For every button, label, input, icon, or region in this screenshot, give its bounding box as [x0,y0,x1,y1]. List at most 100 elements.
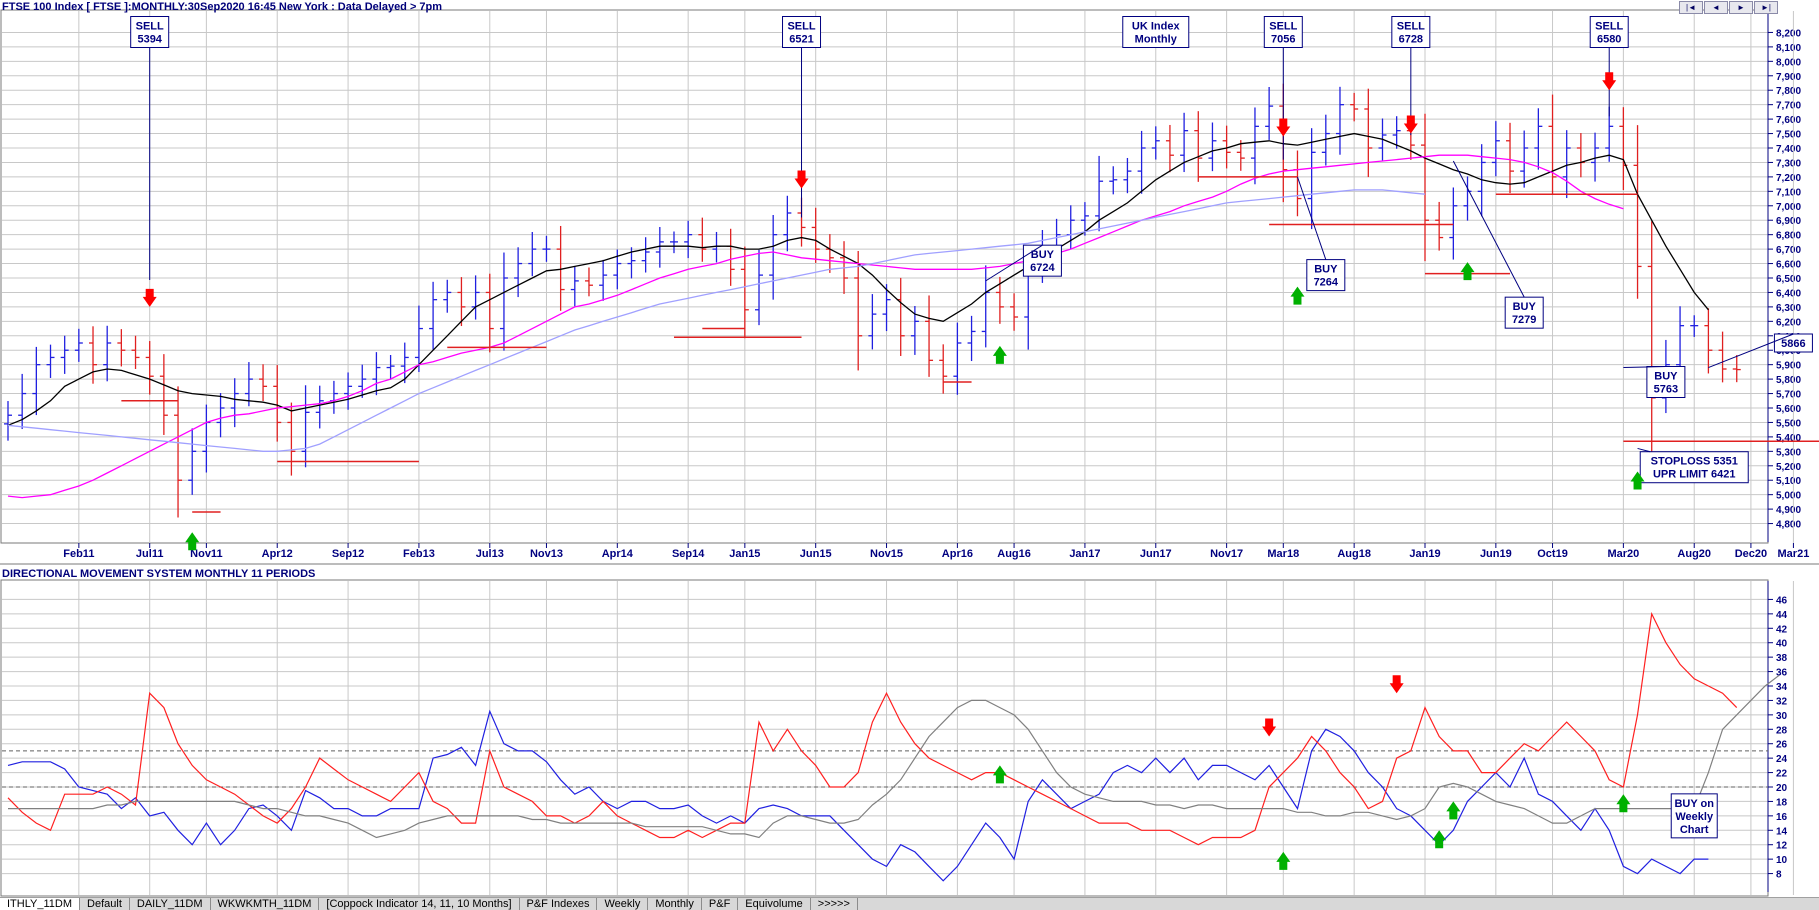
price-y-tick-label: 6,600 [1776,260,1801,271]
weekly-buy-note-box-text: Chart [1680,824,1709,836]
price-x-tick-label: Aug20 [1677,548,1711,560]
buy-arrow [992,345,1007,364]
price-x-tick-label: Oct19 [1537,548,1568,560]
price-y-tick-label: 6,300 [1776,303,1801,314]
buy-connector [1623,366,1666,369]
indicator-y-tick-label: 44 [1776,610,1788,621]
price-x-tick-label: Mar18 [1267,548,1299,560]
price-y-tick-label: 7,900 [1776,72,1801,83]
buy-connector [1708,333,1794,369]
indicator-y-tick-label: 38 [1776,653,1788,664]
price-x-tick-label: Aug18 [1337,548,1371,560]
dmi-line-adx [8,674,1780,839]
indicator-y-tick-label: 36 [1776,668,1788,679]
buy-connector [1452,160,1525,298]
buy-box [1306,259,1346,292]
moving-average-mid [7,154,1624,499]
moving-average-long [7,189,1426,452]
price-y-tick-label: 6,200 [1776,317,1801,328]
price-y-tick-label: 8,000 [1776,57,1801,68]
tab-monthly-11dm[interactable]: ITHLY_11DM [0,898,81,910]
dmi-line-minus_di [7,611,1738,846]
price-y-tick-label: 5,400 [1776,433,1801,444]
tab-wkwkmth-11dm[interactable]: WKWKMTH_11DM [211,898,320,910]
price-y-tick-label: 7,200 [1776,173,1801,184]
price-y-tick-label: 5,800 [1776,375,1801,386]
tab-monthly[interactable]: Monthly [648,898,702,910]
sell-box [1263,16,1303,48]
stoploss-box [1639,451,1749,484]
indicator-buy-arrow [1446,801,1461,820]
sell-box-text: 6728 [1399,34,1423,46]
sell-arrow [794,170,809,189]
tab-pf-indexes[interactable]: P&F Indexes [520,898,598,910]
buy-box-text: 7264 [1314,277,1339,289]
indicator-buy-arrow [1276,851,1291,870]
buy-arrow [185,532,200,551]
stoploss-connector [1637,447,1651,453]
price-y-tick-label: 7,000 [1776,202,1801,213]
tab-daily-11dm[interactable]: DAILY_11DM [130,898,211,910]
buy-box-text: BUY [1654,371,1678,383]
sell-arrow [1276,118,1291,137]
price-x-tick-label: Jan15 [729,548,760,560]
price-y-tick-label: 6,700 [1776,245,1801,256]
indicator-buy-arrow [1432,830,1447,849]
first-page-button[interactable]: |◄ [1679,1,1703,14]
dmi-line-plus_di [7,709,1709,882]
price-y-tick-label: 4,800 [1776,520,1801,531]
sell-box [1589,16,1629,48]
buy-box-text: 5763 [1654,384,1678,396]
indicator-y-tick-label: 24 [1776,754,1788,765]
indicator-sell-arrow [1262,718,1277,737]
price-y-tick-label: 7,400 [1776,144,1801,155]
price-x-tick-label: Jun17 [1140,548,1172,560]
price-x-tick-label: Jun15 [800,548,832,560]
price-x-tick-label: Sep12 [332,548,364,560]
buy-arrow [1630,471,1645,490]
price-x-tick-label: Jan17 [1069,548,1100,560]
price-x-tick-label: Jul11 [136,548,164,560]
price-y-tick-label: 6,400 [1776,288,1801,299]
price-x-tick-label: Nov11 [190,548,222,560]
sell-arrow [1403,115,1418,134]
price-y-tick-label: 8,200 [1776,28,1801,39]
last-page-button[interactable]: ►| [1754,1,1778,14]
buy-box [1504,296,1544,329]
tab-weekly[interactable]: Weekly [597,898,649,910]
sell-box-text: SELL [1269,21,1297,33]
indicator-buy-arrow [1616,794,1631,813]
tab-more[interactable]: >>>>> [811,898,858,910]
price-y-tick-label: 5,000 [1776,491,1801,502]
price-x-tick-label: Apr16 [942,548,973,560]
indicator-y-tick-label: 26 [1776,740,1788,751]
next-page-button[interactable]: ► [1729,1,1753,14]
price-y-tick-label: 6,800 [1776,231,1801,242]
price-x-tick-label: Feb13 [403,548,435,560]
sell-box-text: 6521 [789,34,813,46]
price-x-tick-label: Mar21 [1778,548,1810,560]
indicator-y-tick-label: 40 [1776,639,1788,650]
tab-default[interactable]: Default [80,898,130,910]
buy-box [1646,366,1686,398]
sell-box-text: SELL [136,21,164,33]
tab-coppock-indicator[interactable]: [Coppock Indicator 14, 11, 10 Months] [319,898,520,910]
sell-box-text: SELL [787,21,815,33]
sell-box-text: 7056 [1271,34,1295,46]
indicator-y-tick-label: 8 [1776,870,1782,881]
previous-page-button[interactable]: ◄ [1704,1,1728,14]
indicator-y-tick-label: 46 [1776,595,1788,606]
indicator-y-tick-label: 42 [1776,624,1788,635]
top-chart-title: FTSE 100 Index [ FTSE ]:MONTHLY:30Sep202… [2,1,443,13]
price-y-tick-label: 5,500 [1776,418,1801,429]
price-x-tick-label: Aug16 [997,548,1031,560]
weekly-buy-note-box [1670,793,1718,839]
indicator-panel-frame [0,579,1769,897]
buy-connector [1296,176,1327,260]
tab-pf[interactable]: P&F [702,898,739,910]
price-x-tick-label: Jan19 [1409,548,1440,560]
indicator-y-tick-label: 32 [1776,696,1788,707]
sell-arrow [1602,72,1617,91]
tab-equivolume[interactable]: Equivolume [738,898,811,910]
